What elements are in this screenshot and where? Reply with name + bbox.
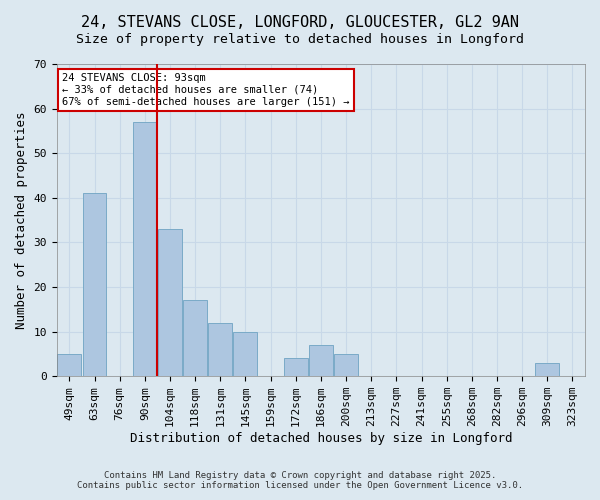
- Text: 24 STEVANS CLOSE: 93sqm
← 33% of detached houses are smaller (74)
67% of semi-de: 24 STEVANS CLOSE: 93sqm ← 33% of detache…: [62, 74, 350, 106]
- Bar: [183, 300, 207, 376]
- Y-axis label: Number of detached properties: Number of detached properties: [15, 112, 28, 329]
- Text: Size of property relative to detached houses in Longford: Size of property relative to detached ho…: [76, 32, 524, 46]
- Bar: [158, 229, 182, 376]
- Bar: [208, 322, 232, 376]
- Bar: [83, 194, 106, 376]
- Bar: [133, 122, 157, 376]
- Bar: [233, 332, 257, 376]
- X-axis label: Distribution of detached houses by size in Longford: Distribution of detached houses by size …: [130, 432, 512, 445]
- Bar: [535, 363, 559, 376]
- Bar: [309, 345, 333, 376]
- Bar: [334, 354, 358, 376]
- Bar: [284, 358, 308, 376]
- Text: Contains HM Land Registry data © Crown copyright and database right 2025.
Contai: Contains HM Land Registry data © Crown c…: [77, 470, 523, 490]
- Bar: [58, 354, 82, 376]
- Text: 24, STEVANS CLOSE, LONGFORD, GLOUCESTER, GL2 9AN: 24, STEVANS CLOSE, LONGFORD, GLOUCESTER,…: [81, 15, 519, 30]
